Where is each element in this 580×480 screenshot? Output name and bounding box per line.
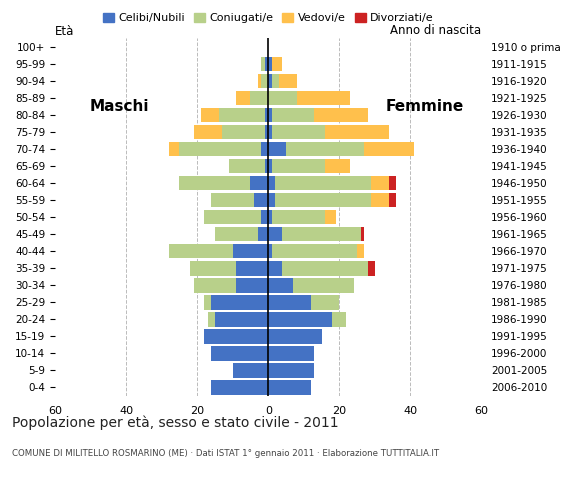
Bar bbox=[364, 142, 414, 156]
Bar bbox=[268, 193, 276, 207]
Bar bbox=[236, 261, 268, 276]
Bar bbox=[272, 57, 282, 71]
Bar bbox=[251, 176, 268, 191]
Bar bbox=[268, 57, 272, 71]
Bar bbox=[325, 159, 350, 173]
Bar bbox=[371, 193, 389, 207]
Text: COMUNE DI MILITELLO ROSMARINO (ME) · Dati ISTAT 1° gennaio 2011 · Elaborazione T: COMUNE DI MILITELLO ROSMARINO (ME) · Dat… bbox=[12, 449, 438, 458]
Bar bbox=[179, 142, 261, 156]
Bar bbox=[325, 210, 336, 225]
Bar bbox=[332, 312, 346, 326]
Bar bbox=[219, 108, 264, 122]
Bar bbox=[204, 329, 268, 344]
Bar bbox=[208, 312, 215, 326]
Bar bbox=[268, 176, 276, 191]
Bar bbox=[389, 176, 396, 191]
Bar bbox=[282, 261, 368, 276]
Bar bbox=[264, 57, 268, 71]
Bar bbox=[169, 244, 233, 259]
Bar bbox=[215, 227, 258, 241]
Bar bbox=[268, 227, 282, 241]
Bar bbox=[293, 278, 353, 292]
Bar bbox=[264, 159, 268, 173]
Bar bbox=[211, 346, 268, 360]
Bar bbox=[272, 125, 325, 139]
Bar bbox=[264, 108, 268, 122]
Bar bbox=[279, 74, 296, 88]
Bar bbox=[268, 142, 286, 156]
Bar bbox=[179, 176, 251, 191]
Bar bbox=[282, 227, 361, 241]
Bar bbox=[261, 74, 268, 88]
Bar bbox=[272, 108, 314, 122]
Bar bbox=[258, 227, 268, 241]
Bar bbox=[314, 108, 368, 122]
Bar bbox=[268, 91, 296, 105]
Legend: Celibi/Nubili, Coniugati/e, Vedovi/e, Divorziati/e: Celibi/Nubili, Coniugati/e, Vedovi/e, Di… bbox=[98, 8, 438, 27]
Bar bbox=[268, 312, 332, 326]
Bar bbox=[268, 210, 272, 225]
Bar bbox=[268, 125, 272, 139]
Bar bbox=[272, 244, 357, 259]
Bar bbox=[229, 159, 264, 173]
Bar bbox=[268, 244, 272, 259]
Bar bbox=[251, 91, 268, 105]
Bar bbox=[272, 74, 279, 88]
Bar bbox=[268, 74, 272, 88]
Bar bbox=[268, 278, 293, 292]
Bar bbox=[236, 91, 251, 105]
Bar bbox=[268, 261, 282, 276]
Bar bbox=[268, 363, 314, 378]
Bar bbox=[389, 193, 396, 207]
Bar bbox=[254, 193, 268, 207]
Bar bbox=[311, 295, 339, 310]
Bar bbox=[272, 159, 325, 173]
Bar bbox=[201, 108, 219, 122]
Bar bbox=[272, 210, 325, 225]
Bar bbox=[211, 193, 254, 207]
Bar bbox=[357, 244, 364, 259]
Bar bbox=[268, 295, 311, 310]
Bar bbox=[194, 125, 222, 139]
Bar bbox=[325, 125, 389, 139]
Bar bbox=[361, 227, 364, 241]
Bar bbox=[268, 380, 311, 395]
Bar bbox=[268, 159, 272, 173]
Bar bbox=[215, 312, 268, 326]
Bar bbox=[261, 142, 268, 156]
Bar bbox=[268, 108, 272, 122]
Text: Popolazione per età, sesso e stato civile - 2011: Popolazione per età, sesso e stato civil… bbox=[12, 415, 338, 430]
Text: Età: Età bbox=[55, 25, 74, 38]
Bar bbox=[286, 142, 364, 156]
Bar bbox=[236, 278, 268, 292]
Bar bbox=[276, 176, 371, 191]
Bar bbox=[211, 380, 268, 395]
Bar bbox=[264, 125, 268, 139]
Bar bbox=[190, 261, 236, 276]
Text: Anno di nascita: Anno di nascita bbox=[390, 24, 481, 36]
Bar bbox=[211, 295, 268, 310]
Bar bbox=[261, 210, 268, 225]
Bar bbox=[276, 193, 371, 207]
Bar bbox=[222, 125, 264, 139]
Bar bbox=[268, 346, 314, 360]
Bar bbox=[371, 176, 389, 191]
Bar bbox=[261, 57, 264, 71]
Text: Maschi: Maschi bbox=[89, 99, 149, 114]
Bar bbox=[194, 278, 236, 292]
Bar bbox=[204, 295, 211, 310]
Bar bbox=[169, 142, 179, 156]
Bar bbox=[204, 210, 261, 225]
Text: Femmine: Femmine bbox=[386, 99, 463, 114]
Bar bbox=[258, 74, 261, 88]
Bar bbox=[233, 244, 268, 259]
Bar bbox=[296, 91, 350, 105]
Bar bbox=[233, 363, 268, 378]
Bar bbox=[268, 329, 321, 344]
Bar bbox=[368, 261, 375, 276]
